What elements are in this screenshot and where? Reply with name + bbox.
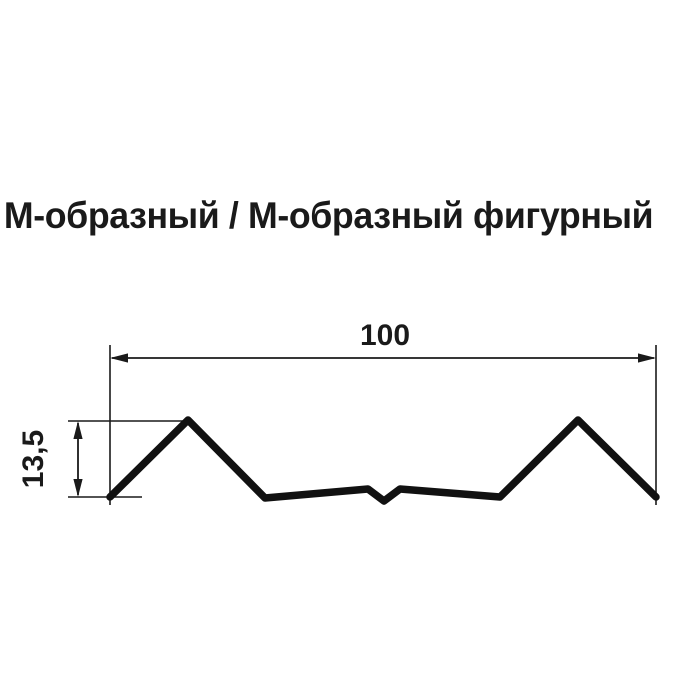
arrowhead-left-width bbox=[110, 353, 128, 363]
dimension-label-width: 100 bbox=[360, 319, 410, 352]
arrowhead-top-height bbox=[73, 421, 83, 439]
page-title: М-образный / М-образный фигурный bbox=[3, 195, 654, 236]
dimension-label-height: 13,5 bbox=[17, 430, 50, 488]
arrowhead-right-width bbox=[638, 353, 656, 363]
profile-cross-section-path bbox=[106, 416, 660, 505]
arrowhead-bottom-height bbox=[73, 479, 83, 497]
